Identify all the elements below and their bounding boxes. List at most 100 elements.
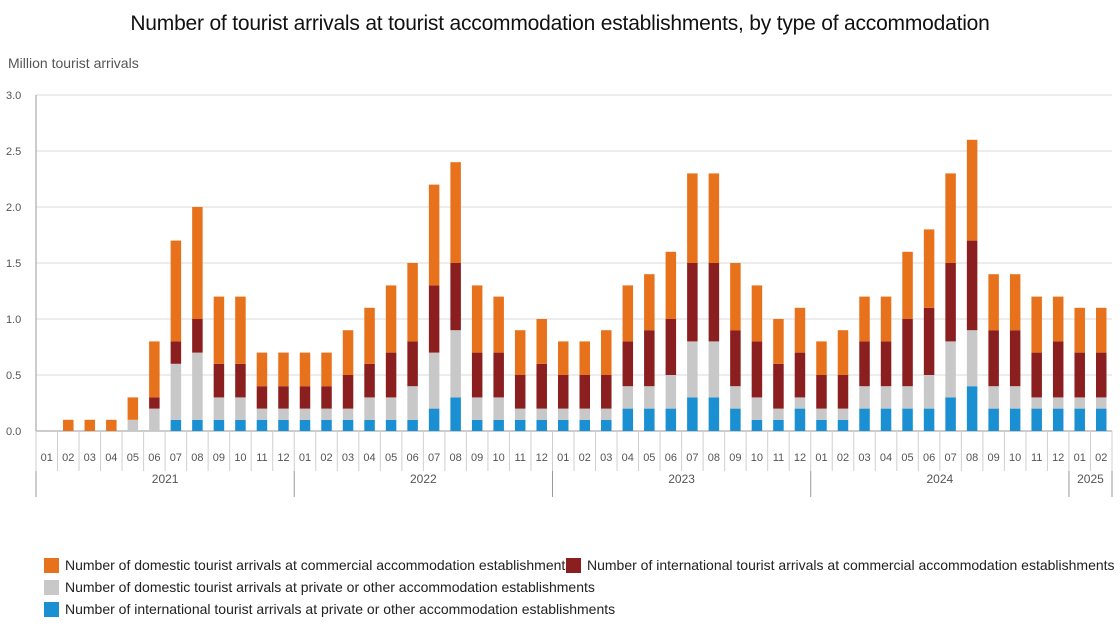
bar-segment-s1-42 (945, 341, 956, 398)
bar-segment-s0-21 (493, 419, 504, 431)
bar-segment-s2-28 (644, 330, 655, 387)
bar-segment-s0-15 (364, 419, 375, 431)
bar-segment-s1-19 (450, 330, 461, 398)
bar-segment-s1-13 (321, 408, 332, 420)
bar-segment-s2-47 (1052, 341, 1064, 398)
x-tick-label: 03 (84, 452, 96, 464)
legend-item-international-private: Number of international tourist arrivals… (44, 601, 615, 617)
bar-segment-s0-20 (471, 419, 483, 431)
x-tick-label: 02 (837, 452, 849, 464)
bar-segment-s3-38 (859, 296, 870, 342)
y-axis-label: Million tourist arrivals (8, 55, 139, 71)
bar-segment-s3-22 (514, 330, 526, 375)
legend-label-domestic-private: Number of domestic tourist arrivals at p… (65, 579, 595, 595)
bar-segment-s0-41 (923, 408, 935, 431)
bar-segment-s3-27 (622, 285, 634, 342)
bar-segment-s3-1 (63, 419, 74, 431)
bar-segment-s3-28 (644, 274, 655, 331)
bar-segment-s2-15 (364, 363, 375, 398)
bar-segment-s0-11 (278, 419, 289, 431)
bar-segment-s2-21 (493, 352, 504, 398)
bar-segment-s3-44 (988, 274, 999, 331)
bar-segment-s3-13 (321, 352, 332, 387)
x-tick-label: 07 (686, 452, 698, 464)
bar-segment-s1-7 (192, 352, 203, 420)
bar-segment-s0-37 (837, 419, 849, 431)
x-tick-label: 04 (363, 452, 375, 464)
x-tick-label: 10 (234, 452, 246, 464)
x-tick-label: 01 (299, 452, 311, 464)
bar-segment-s3-34 (773, 319, 784, 364)
x-tick-label: 01 (557, 452, 569, 464)
bar-segment-s0-43 (966, 386, 978, 431)
bar-segment-s1-43 (966, 330, 978, 387)
bar-segment-s3-14 (342, 330, 354, 375)
bar-segment-s3-19 (450, 162, 461, 263)
bar-segment-s1-5 (149, 408, 160, 431)
x-tick-label: 11 (256, 452, 267, 464)
x-tick-label: 07 (428, 452, 440, 464)
bar-segment-s2-37 (837, 375, 849, 409)
bar-segment-s2-26 (601, 375, 612, 409)
bar-segment-s1-15 (364, 397, 375, 420)
x-tick-label: 12 (1052, 452, 1064, 464)
bar-segment-s0-29 (665, 408, 677, 431)
bar-segment-s1-20 (471, 397, 483, 420)
bar-segment-s1-18 (428, 352, 440, 409)
bar-segment-s2-10 (256, 386, 268, 409)
x-tick-label: 05 (901, 452, 913, 464)
bar-segment-s1-37 (837, 408, 849, 420)
bar-segment-s1-11 (278, 408, 289, 420)
bar-segment-s0-39 (880, 408, 892, 431)
bar-segment-s0-40 (902, 408, 913, 431)
bar-segment-s2-43 (966, 240, 978, 331)
bar-segment-s2-48 (1074, 352, 1085, 398)
bar-segment-s3-29 (665, 251, 677, 319)
x-tick-label: 02 (1095, 452, 1107, 464)
bar-segment-s1-48 (1074, 397, 1085, 409)
year-label: 2021 (152, 472, 179, 486)
bar-segment-s3-35 (794, 307, 806, 353)
x-tick-label: 01 (1074, 452, 1086, 464)
legend-swatch-international-commercial (566, 557, 581, 573)
bar-segment-s0-48 (1074, 408, 1085, 431)
bar-segment-s2-13 (321, 386, 332, 409)
bar-segment-s1-36 (816, 408, 827, 420)
chart-plot: 0.0 0.5 1.0 1.5 2.0 2.5 3.0 01 02 03 04 05 06 07 08 09 1… (6, 90, 1113, 497)
x-tick-label: 12 (277, 452, 289, 464)
legend-item-domestic-private: Number of domestic tourist arrivals at p… (44, 579, 595, 595)
bar-segment-s1-32 (730, 386, 741, 409)
bar-segment-s3-33 (751, 285, 763, 342)
bar-segment-s0-26 (601, 419, 612, 431)
legend-label-domestic-commercial: Number of domestic tourist arrivals at c… (65, 557, 573, 573)
bar-segment-s1-28 (644, 386, 655, 409)
bar-segment-s0-31 (708, 397, 720, 431)
bar-segment-s0-19 (450, 397, 461, 431)
y-tick-label: 0.0 (6, 426, 21, 438)
bar-segment-s2-23 (536, 363, 547, 409)
bar-segment-s3-15 (364, 307, 375, 364)
bar-segment-s1-21 (493, 397, 504, 420)
x-tick-label: 03 (342, 452, 354, 464)
bar-segment-s1-22 (514, 408, 526, 420)
bar-segment-s3-2 (84, 419, 96, 431)
bar-segment-s3-30 (687, 173, 698, 263)
bar-segment-s3-8 (213, 296, 225, 364)
bar-segment-s0-49 (1095, 408, 1107, 431)
bar-segment-s3-48 (1074, 307, 1085, 353)
bar-segment-s0-28 (644, 408, 655, 431)
bar-segment-s3-39 (880, 296, 892, 342)
bar-segment-s2-42 (945, 263, 956, 342)
bar-segment-s3-43 (966, 139, 978, 241)
bar-segment-s0-10 (256, 419, 268, 431)
bar-segment-s1-29 (665, 375, 677, 409)
bar-segment-s3-11 (278, 352, 289, 387)
bar-segment-s1-23 (536, 408, 547, 420)
bar-segment-s3-20 (471, 285, 483, 353)
bar-segment-s1-10 (256, 408, 268, 420)
bar-segment-s2-34 (773, 363, 784, 409)
bar-segment-s0-33 (751, 419, 763, 431)
x-tick-label: 11 (773, 452, 784, 464)
bar-segment-s3-25 (579, 341, 591, 375)
